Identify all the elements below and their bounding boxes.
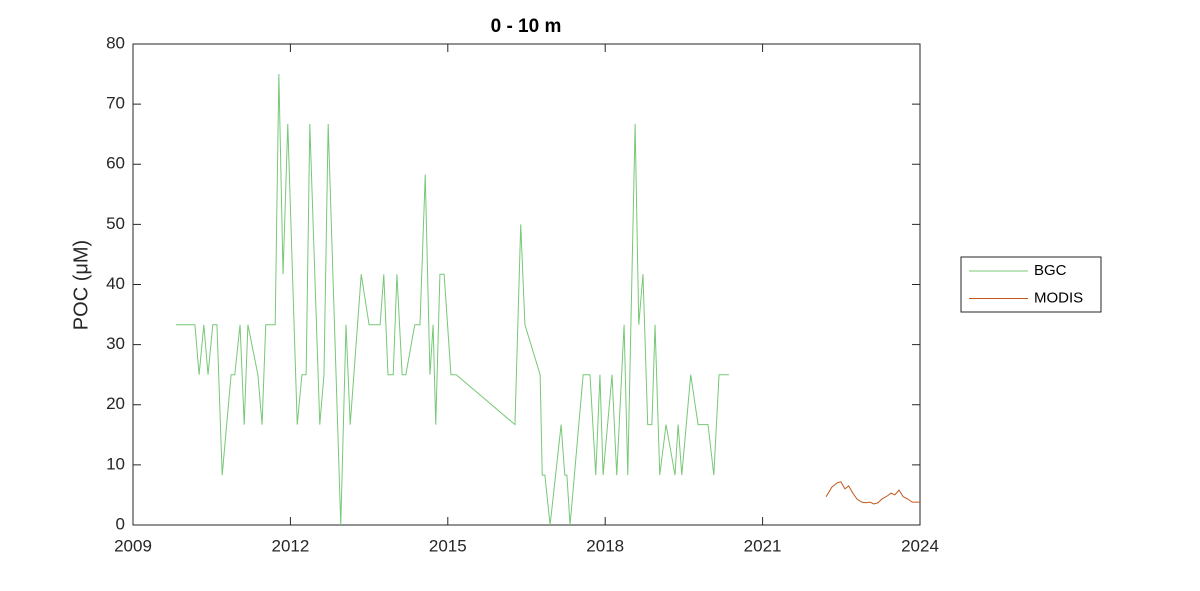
series-line: [176, 74, 730, 526]
y-tick-label: 0: [116, 514, 125, 533]
y-tick-label: 50: [106, 214, 125, 233]
y-tick-label: 60: [106, 154, 125, 173]
y-tick-label: 30: [106, 334, 125, 353]
y-tick-label: 70: [106, 94, 125, 113]
x-tick-label: 2015: [429, 536, 467, 555]
x-tick-label: 2021: [744, 536, 782, 555]
x-tick-label: 2024: [901, 536, 939, 555]
series-line: [825, 481, 920, 505]
x-tick-label: 2018: [586, 536, 624, 555]
y-tick-label: 10: [106, 454, 125, 473]
x-tick-label: 2009: [114, 536, 152, 555]
y-tick-label: 40: [106, 274, 125, 293]
y-axis-label: POC (μM): [70, 240, 92, 330]
legend-label: BGC: [1034, 262, 1067, 279]
y-tick-label: 80: [106, 33, 125, 52]
chart-title: 0 - 10 m: [491, 16, 562, 37]
x-tick-label: 2012: [271, 536, 309, 555]
y-tick-label: 20: [106, 394, 125, 413]
legend-box: [960, 256, 1102, 313]
legend-label: MODIS: [1034, 289, 1083, 306]
